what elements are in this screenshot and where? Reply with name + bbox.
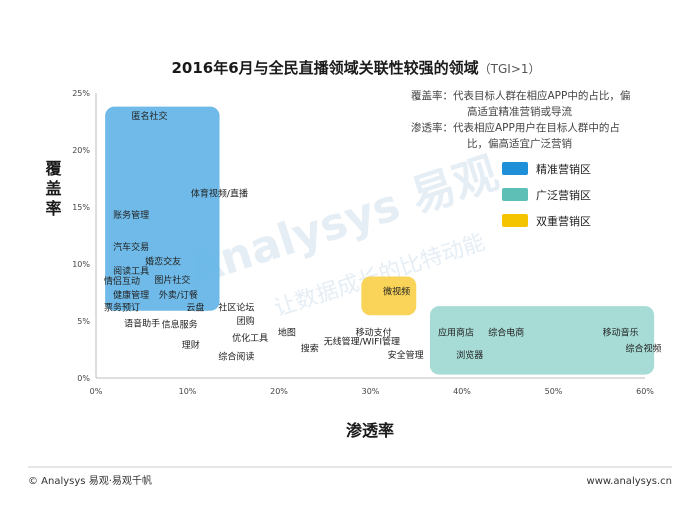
data-point-label: 综合阅读	[218, 350, 254, 362]
x-tick-label: 60%	[636, 387, 654, 396]
x-tick-label: 30%	[362, 387, 380, 396]
y-tick-label: 5%	[77, 317, 90, 326]
y-tick-label: 25%	[72, 89, 90, 98]
y-tick-labels: 0% 5% 10% 15% 20% 25%	[72, 89, 90, 383]
data-point-label: 地图	[278, 326, 296, 338]
data-point-label: 情侣互动	[104, 275, 140, 287]
y-tick-label: 10%	[72, 260, 90, 269]
y-tick-label: 20%	[72, 146, 90, 155]
data-point-label: 阅读工具	[113, 265, 149, 277]
data-point-label: 无线管理/WIFI管理	[324, 336, 400, 348]
watermark: Analysys 易观 让数据成长的比特动能	[181, 147, 504, 321]
legend-swatch	[502, 214, 528, 227]
notes: 覆盖率：代表目标人群在相应APP中的占比，偏高适宜精准营销或导流渗透率：代表相应…	[411, 89, 630, 150]
zone-3	[361, 276, 417, 316]
data-point-label: 综合视频	[626, 342, 662, 354]
data-point-label: 票务预订	[104, 301, 140, 313]
data-point-label: 汽车交易	[113, 241, 149, 253]
data-point-label: 婚恋交友	[145, 256, 181, 268]
watermark-main: Analysys 易观	[181, 147, 504, 295]
data-point-label: 优化工具	[232, 332, 268, 344]
data-point-label: 安全管理	[388, 349, 424, 361]
x-tick-label: 10%	[179, 387, 197, 396]
chart-title-group: 2016年6月与全民直播领域关联性较强的领域（TGI>1）	[171, 59, 540, 77]
data-point-label: 图片社交	[154, 274, 190, 286]
legend-label: 双重营销区	[536, 214, 591, 228]
data-point-label: 外卖/订餐	[159, 289, 198, 301]
legend-swatch	[502, 162, 528, 175]
legend-label: 精准营销区	[536, 162, 591, 176]
data-point-label: 搜索	[301, 342, 319, 354]
data-point-label: 移动支付	[356, 326, 392, 338]
x-axis-title: 渗透率	[346, 421, 394, 440]
data-point-label: 社区论坛	[218, 301, 254, 313]
y-tick-label: 15%	[72, 203, 90, 212]
data-point-label: 移动音乐	[603, 326, 639, 338]
chart-title: 2016年6月与全民直播领域关联性较强的领域	[171, 59, 478, 77]
data-point-label: 云盘	[186, 301, 204, 313]
note-line: 高适宜精准营销或导流	[467, 105, 572, 118]
legend-label: 广泛营销区	[536, 188, 591, 202]
x-tick-labels: 0% 10% 20% 30% 40% 50% 60%	[90, 387, 655, 396]
data-point-label: 信息服务	[162, 318, 198, 330]
zones-layer	[105, 106, 655, 375]
data-point-label: 浏览器	[456, 349, 483, 361]
y-tick-label: 0%	[77, 374, 90, 383]
legend-swatch	[502, 188, 528, 201]
zone-1	[105, 106, 220, 311]
x-tick-label: 40%	[453, 387, 471, 396]
footer-website: www.analysys.cn	[587, 476, 672, 487]
x-tick-label: 20%	[270, 387, 288, 396]
data-point-label: 团购	[237, 315, 255, 327]
data-point-label: 理财	[182, 339, 200, 351]
data-point-label: 匿名社交	[131, 110, 167, 122]
data-point-label: 语音助手	[124, 317, 160, 329]
note-line: 比，偏高适宜广泛营销	[467, 137, 572, 150]
data-point-label: 微视频	[383, 285, 410, 297]
axes	[95, 93, 645, 379]
y-axis-title: 覆盖率	[43, 160, 63, 220]
zone-2	[429, 306, 655, 375]
x-tick-label: 50%	[545, 387, 563, 396]
data-point-label: 健康管理	[113, 289, 149, 301]
data-point-label: 应用商店	[438, 326, 474, 338]
x-tick-label: 0%	[90, 387, 103, 396]
chart-subtitle: （TGI>1）	[479, 62, 541, 76]
footer-copyright: © Analysys 易观·易观千帆	[28, 474, 152, 487]
data-point-label: 账务管理	[113, 209, 149, 221]
data-point-label: 体育视频/直播	[191, 187, 248, 199]
note-line: 渗透率：代表相应APP用户在目标人群中的占	[411, 121, 620, 134]
data-point-label: 综合电商	[488, 326, 524, 338]
note-line: 覆盖率：代表目标人群在相应APP中的占比，偏	[411, 89, 630, 102]
